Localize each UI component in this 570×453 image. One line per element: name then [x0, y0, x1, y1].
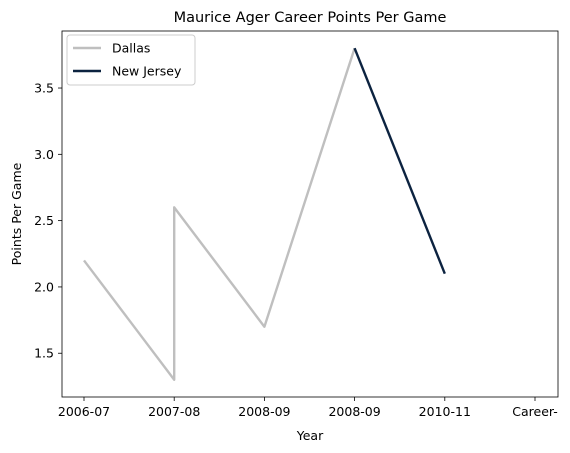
- legend-label-new-jersey: New Jersey: [112, 64, 182, 79]
- y-axis-label: Points Per Game: [9, 162, 24, 265]
- y-tick-label: 3.5: [34, 81, 54, 96]
- x-tick-label: 2010-11: [419, 404, 471, 419]
- x-tick-label: 2007-08: [148, 404, 200, 419]
- y-tick-label: 2.0: [34, 279, 54, 294]
- legend-label-dallas: Dallas: [112, 41, 150, 56]
- y-tick-label: 1.5: [34, 346, 54, 361]
- y-axis: 1.5 2.0 2.5 3.0 3.5: [34, 81, 62, 361]
- x-axis: 2006-07 2007-08 2008-09 2008-09 2010-11 Caree…: [58, 397, 558, 419]
- series-line-new-jersey: [353, 47, 446, 275]
- x-tick-label: 2008-09: [238, 404, 290, 419]
- chart-title: Maurice Ager Career Points Per Game: [174, 10, 447, 26]
- x-tick-label: 2008-09: [328, 404, 380, 419]
- legend: Dallas New Jersey: [66, 34, 196, 86]
- y-tick-label: 2.5: [34, 213, 54, 228]
- x-tick-label: Career-: [512, 404, 557, 419]
- series-layer: [83, 47, 446, 381]
- series-line-dallas: [83, 47, 356, 381]
- plot-area-frame: [61, 30, 559, 398]
- x-tick-label: 2006-07: [58, 404, 110, 419]
- x-axis-label: Year: [296, 428, 324, 443]
- y-tick-label: 3.0: [34, 147, 54, 162]
